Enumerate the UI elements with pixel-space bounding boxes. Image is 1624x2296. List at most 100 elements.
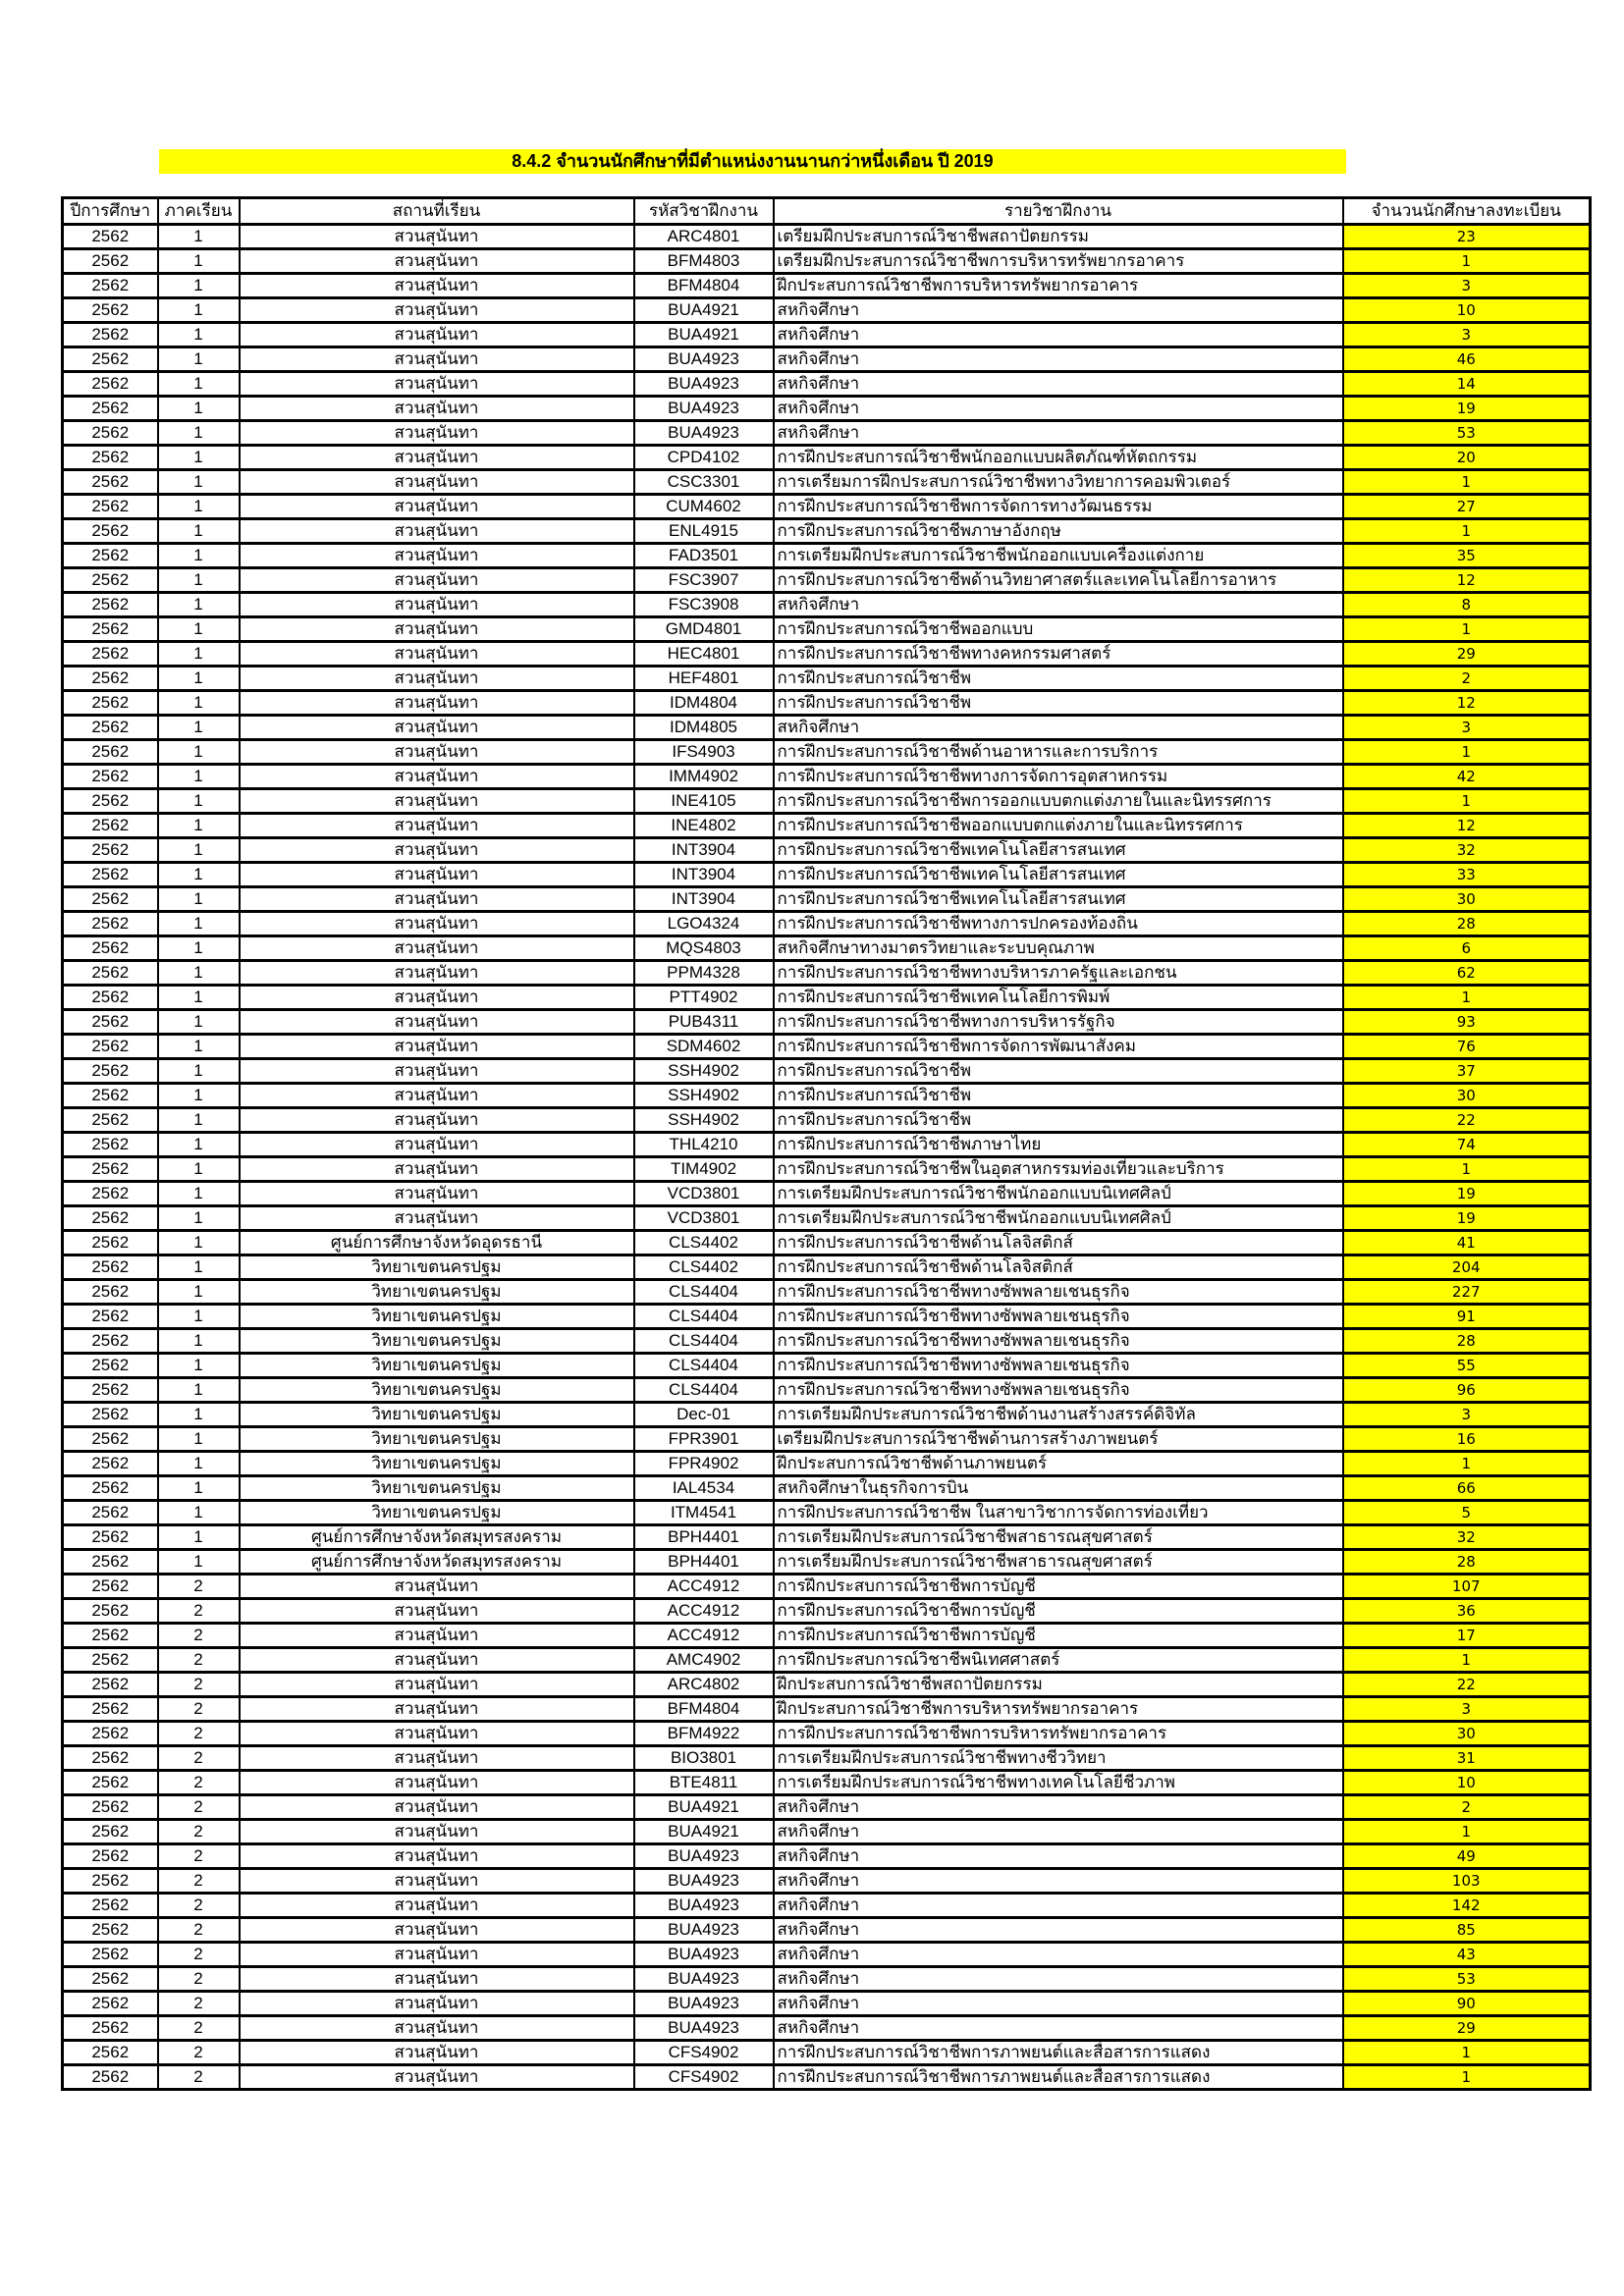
semester-cell: 2 <box>156 1892 241 1919</box>
academic-year-cell: 2562 <box>61 1965 159 1993</box>
location-cell: สวนสุนันทา <box>238 1106 635 1134</box>
student-count-cell: 19 <box>1341 395 1592 422</box>
student-count-cell: 10 <box>1341 296 1592 324</box>
academic-year-cell: 2562 <box>61 1131 159 1158</box>
student-count-cell: 3 <box>1341 714 1592 741</box>
location-cell: สวนสุนันทา <box>238 1818 635 1845</box>
course-code-cell: CLS4404 <box>632 1352 775 1379</box>
student-count-cell: 41 <box>1341 1229 1592 1256</box>
semester-cell: 1 <box>156 370 241 398</box>
academic-year-cell: 2562 <box>61 1597 159 1625</box>
table-row: 2562 1 สวนสุนันทา BUA4923 สหกิจศึกษา 19 <box>61 395 1592 422</box>
table-row: 2562 1 วิทยาเขตนครปฐม CLS4404 การฝึกประสบการ… <box>61 1352 1592 1379</box>
location-cell: สวนสุนันทา <box>238 321 635 348</box>
course-name-cell: การฝึกประสบการณ์วิชาชีพออกแบบตกแต่งภายใน… <box>772 812 1344 839</box>
semester-cell: 2 <box>156 1622 241 1649</box>
semester-cell: 1 <box>156 1082 241 1109</box>
course-name-cell: การฝึกประสบการณ์วิชาชีพ <box>772 1057 1344 1085</box>
semester-cell: 1 <box>156 1008 241 1036</box>
table-row: 2562 1 สวนสุนันทา PTT4902 การฝึกประสบการณ์วิ… <box>61 984 1592 1011</box>
academic-year-cell: 2562 <box>61 321 159 348</box>
location-cell: วิทยาเขตนครปฐม <box>238 1278 635 1306</box>
student-count-cell: 53 <box>1341 419 1592 447</box>
course-code-cell: IAL4534 <box>632 1474 775 1502</box>
student-count-cell: 28 <box>1341 1548 1592 1575</box>
semester-cell: 1 <box>156 836 241 864</box>
course-name-cell: การฝึกประสบการณ์วิชาชีพการจัดการทางวัฒนธ… <box>772 493 1344 520</box>
location-cell: วิทยาเขตนครปฐม <box>238 1254 635 1281</box>
semester-cell: 1 <box>156 1499 241 1526</box>
location-cell: สวนสุนันทา <box>238 984 635 1011</box>
course-code-cell: BUA4923 <box>632 346 775 373</box>
semester-cell: 1 <box>156 296 241 324</box>
student-count-cell: 30 <box>1341 1082 1592 1109</box>
table-row: 2562 1 วิทยาเขตนครปฐม ITM4541 การฝึกประสบการ… <box>61 1499 1592 1526</box>
course-code-cell: ACC4912 <box>632 1573 775 1600</box>
table-row: 2562 1 ศูนย์การศึกษาจังหวัดอุดรธานี CLS4402… <box>61 1229 1592 1256</box>
course-code-cell: BFM4804 <box>632 1695 775 1723</box>
table-row: 2562 1 วิทยาเขตนครปฐม Dec-01 การเตรียมฝึกประ… <box>61 1401 1592 1428</box>
academic-year-cell: 2562 <box>61 1474 159 1502</box>
table-row: 2562 2 สวนสุนันทา BFM4804 ฝึกประสบการณ์วิชาช… <box>61 1695 1592 1723</box>
student-count-cell: 1 <box>1341 984 1592 1011</box>
location-cell: สวนสุนันทา <box>238 2014 635 2042</box>
student-count-cell: 14 <box>1341 370 1592 398</box>
student-count-cell: 8 <box>1341 591 1592 618</box>
course-code-cell: PTT4902 <box>632 984 775 1011</box>
location-cell: สวนสุนันทา <box>238 247 635 275</box>
student-count-cell: 3 <box>1341 272 1592 299</box>
course-code-cell: BIO3801 <box>632 1744 775 1772</box>
location-cell: สวนสุนันทา <box>238 812 635 839</box>
table-row: 2562 1 สวนสุนันทา INT3904 การฝึกประสบการณ์วิ… <box>61 836 1592 864</box>
location-cell: สวนสุนันทา <box>238 395 635 422</box>
location-cell: สวนสุนันทา <box>238 1892 635 1919</box>
student-count-cell: 76 <box>1341 1033 1592 1060</box>
semester-cell: 1 <box>156 591 241 618</box>
semester-cell: 2 <box>156 1965 241 1993</box>
semester-cell: 1 <box>156 272 241 299</box>
course-name-cell: สหกิจศึกษาทางมาตรวิทยาและระบบคุณภาพ <box>772 934 1344 962</box>
course-code-cell: BUA4923 <box>632 1990 775 2017</box>
course-code-cell: BUA4923 <box>632 1916 775 1944</box>
table-header-row: ปีการศึกษา ภาคเรียน สถานที่เรียน รหัสวิช… <box>61 196 1592 226</box>
course-name-cell: การฝึกประสบการณ์วิชาชีพทางบริหารภาครัฐแล… <box>772 959 1344 987</box>
table-row: 2562 1 สวนสุนันทา BUA4923 สหกิจศึกษา 46 <box>61 346 1592 373</box>
course-code-cell: INT3904 <box>632 861 775 888</box>
table-row: 2562 1 วิทยาเขตนครปฐม IAL4534 สหกิจศึกษาในธุ… <box>61 1474 1592 1502</box>
page-title: 8.4.2 จำนวนนักศึกษาที่มีตำแหน่งงานนานกว่… <box>159 149 1346 174</box>
semester-cell: 1 <box>156 1229 241 1256</box>
semester-cell: 2 <box>156 1744 241 1772</box>
student-count-cell: 1 <box>1341 615 1592 643</box>
course-code-cell: BUA4923 <box>632 1941 775 1968</box>
course-code-cell: IFS4903 <box>632 738 775 766</box>
table-row: 2562 1 สวนสุนันทา CUM4602 การฝึกประสบการณ์วิ… <box>61 493 1592 520</box>
semester-cell: 1 <box>156 493 241 520</box>
academic-year-cell: 2562 <box>61 836 159 864</box>
table-row: 2562 1 สวนสุนันทา BUA4921 สหกิจศึกษา 10 <box>61 296 1592 324</box>
location-cell: วิทยาเขตนครปฐม <box>238 1352 635 1379</box>
academic-year-cell: 2562 <box>61 1941 159 1968</box>
course-code-cell: HEC4801 <box>632 640 775 667</box>
academic-year-cell: 2562 <box>61 934 159 962</box>
semester-cell: 1 <box>156 1376 241 1404</box>
course-name-cell: การฝึกประสบการณ์วิชาชีพทางซัพพลายเชนธุรก… <box>772 1352 1344 1379</box>
student-count-cell: 19 <box>1341 1204 1592 1232</box>
course-name-cell: การฝึกประสบการณ์วิชาชีพเทคโนโลยีสารสนเทศ <box>772 836 1344 864</box>
table-row: 2562 1 สวนสุนันทา PPM4328 การฝึกประสบการณ์วิ… <box>61 959 1592 987</box>
course-code-cell: BUA4921 <box>632 1818 775 1845</box>
semester-cell: 1 <box>156 247 241 275</box>
table-row: 2562 1 สวนสุนันทา FSC3908 สหกิจศึกษา 8 <box>61 591 1592 618</box>
student-count-cell: 10 <box>1341 1769 1592 1796</box>
semester-cell: 1 <box>156 812 241 839</box>
course-name-cell: สหกิจศึกษา <box>772 1990 1344 2017</box>
student-count-cell: 20 <box>1341 444 1592 471</box>
semester-cell: 1 <box>156 1450 241 1477</box>
student-count-cell: 29 <box>1341 640 1592 667</box>
course-name-cell: การฝึกประสบการณ์วิชาชีพทางการจัดการอุตสา… <box>772 763 1344 790</box>
academic-year-cell: 2562 <box>61 1155 159 1183</box>
location-cell: สวนสุนันทา <box>238 542 635 569</box>
student-count-cell: 43 <box>1341 1941 1592 1968</box>
course-name-cell: สหกิจศึกษา <box>772 370 1344 398</box>
student-count-cell: 42 <box>1341 763 1592 790</box>
student-count-cell: 22 <box>1341 1671 1592 1698</box>
